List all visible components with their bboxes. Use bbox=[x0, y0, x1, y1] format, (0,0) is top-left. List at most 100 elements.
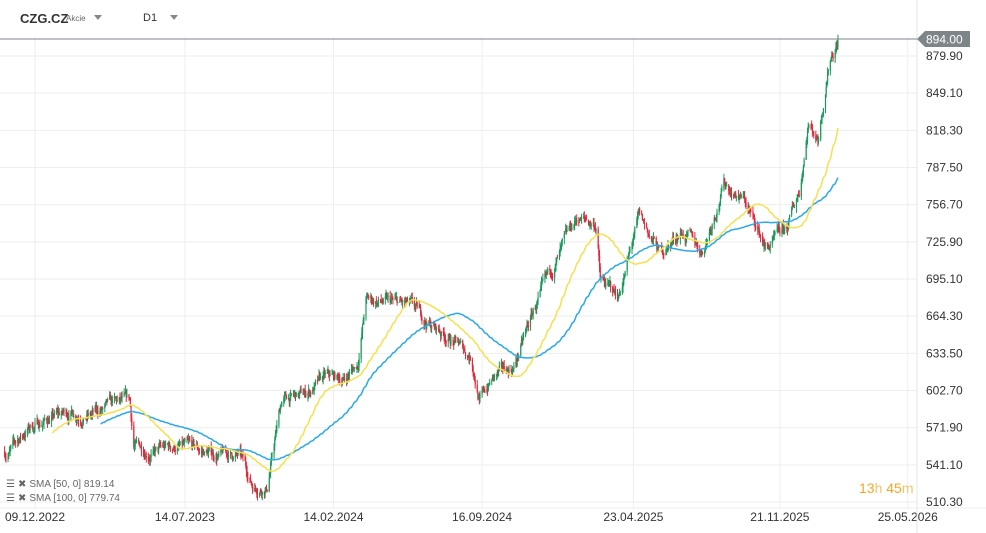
candle-up bbox=[352, 369, 355, 371]
candle-up bbox=[788, 219, 790, 226]
candle-up bbox=[667, 245, 669, 247]
candle-down bbox=[153, 448, 156, 453]
x-tick-label: 16.09.2024 bbox=[452, 510, 512, 524]
candle-down bbox=[747, 206, 749, 210]
candle-down bbox=[244, 456, 246, 462]
candle-down bbox=[339, 378, 341, 383]
candle-down bbox=[62, 410, 64, 412]
candle-up bbox=[182, 443, 184, 445]
candle-up bbox=[91, 413, 93, 416]
candle-up bbox=[435, 327, 438, 330]
candle-up bbox=[415, 304, 417, 307]
timeframe-dropdown-icon[interactable] bbox=[170, 15, 178, 20]
candle-down bbox=[67, 417, 69, 421]
candle-down bbox=[661, 246, 663, 250]
candle-down bbox=[129, 398, 131, 407]
candle-down bbox=[182, 443, 185, 445]
candle-down bbox=[404, 300, 406, 302]
candle-down bbox=[793, 206, 795, 208]
candle-up bbox=[656, 247, 659, 251]
candle-up bbox=[511, 370, 514, 374]
candle-up bbox=[626, 260, 628, 272]
candle-down bbox=[256, 490, 258, 494]
candle-down bbox=[817, 138, 819, 142]
candle-down bbox=[75, 415, 77, 419]
candle-up bbox=[216, 458, 219, 460]
candle-up bbox=[404, 301, 406, 303]
candle-down bbox=[191, 440, 193, 447]
candle-up bbox=[106, 398, 109, 402]
settings-icon[interactable]: ☰ bbox=[6, 479, 15, 490]
candle-down bbox=[337, 374, 339, 378]
candle-up bbox=[612, 289, 614, 293]
candle-up bbox=[513, 365, 515, 370]
candle-up bbox=[270, 465, 272, 474]
candle-up bbox=[42, 423, 44, 426]
candle-down bbox=[13, 439, 15, 441]
candle-up bbox=[565, 229, 567, 232]
candle-up bbox=[783, 229, 785, 231]
timeframe-label[interactable]: D1 bbox=[143, 12, 158, 24]
candle-down bbox=[598, 247, 600, 256]
candle-up bbox=[793, 207, 796, 209]
candle-down bbox=[106, 399, 108, 402]
candle-up bbox=[366, 295, 368, 297]
indicator-sma50[interactable]: ☰ ✖ SMA [50, 0] 819.14 bbox=[6, 479, 114, 490]
candle-up bbox=[575, 220, 577, 222]
candle-up bbox=[540, 281, 543, 286]
candle-up bbox=[632, 239, 635, 242]
candle-up bbox=[608, 281, 610, 283]
candle-up bbox=[176, 448, 178, 452]
candle-down bbox=[692, 235, 694, 237]
candle-up bbox=[298, 394, 300, 396]
candle-down bbox=[62, 411, 64, 413]
candle-up bbox=[326, 372, 328, 374]
candle-down bbox=[225, 449, 227, 451]
candle-up bbox=[757, 227, 760, 230]
candle-down bbox=[114, 397, 116, 399]
candle-up bbox=[580, 218, 582, 221]
indicator-sma100[interactable]: ☰ ✖ SMA [100, 0] 779.74 bbox=[6, 493, 120, 504]
indicator-label: SMA [50, 0] 819.14 bbox=[29, 479, 115, 490]
candle-up bbox=[95, 407, 98, 410]
candle-down bbox=[443, 332, 445, 337]
candle-up bbox=[270, 457, 272, 466]
candle-down bbox=[471, 359, 474, 367]
candle-down bbox=[735, 193, 737, 197]
remove-icon[interactable]: ✖ bbox=[17, 493, 27, 504]
settings-icon[interactable]: ☰ bbox=[6, 493, 15, 504]
candle-down bbox=[149, 459, 151, 461]
candle-down bbox=[187, 439, 189, 441]
remove-icon[interactable]: ✖ bbox=[17, 479, 27, 490]
candle-up bbox=[763, 244, 765, 247]
candle-down bbox=[145, 456, 147, 459]
candle-up bbox=[573, 225, 575, 228]
candle-up bbox=[536, 304, 538, 309]
candle-up bbox=[215, 457, 217, 460]
candle-up bbox=[764, 243, 766, 245]
candle-up bbox=[241, 453, 243, 455]
candle-up bbox=[460, 340, 462, 343]
candle-up bbox=[542, 278, 544, 280]
symbol-dropdown-icon[interactable] bbox=[94, 15, 102, 20]
candle-down bbox=[125, 390, 127, 397]
candle-up bbox=[220, 448, 223, 450]
candle-down bbox=[216, 457, 218, 460]
candle-up bbox=[254, 487, 256, 492]
candle-down bbox=[478, 398, 480, 400]
candle-up bbox=[105, 399, 107, 403]
candle-up bbox=[568, 227, 570, 231]
candle-down bbox=[211, 452, 213, 455]
candle-down bbox=[24, 436, 26, 438]
candle-down bbox=[745, 202, 747, 207]
candle-up bbox=[496, 372, 498, 375]
candle-up bbox=[450, 340, 452, 344]
candle-up bbox=[419, 306, 421, 309]
candle-up bbox=[834, 52, 836, 59]
candle-up bbox=[307, 393, 309, 396]
candle-up bbox=[41, 425, 43, 427]
candle-up bbox=[805, 142, 807, 160]
candle-up bbox=[609, 281, 611, 283]
candle-up bbox=[152, 450, 154, 455]
